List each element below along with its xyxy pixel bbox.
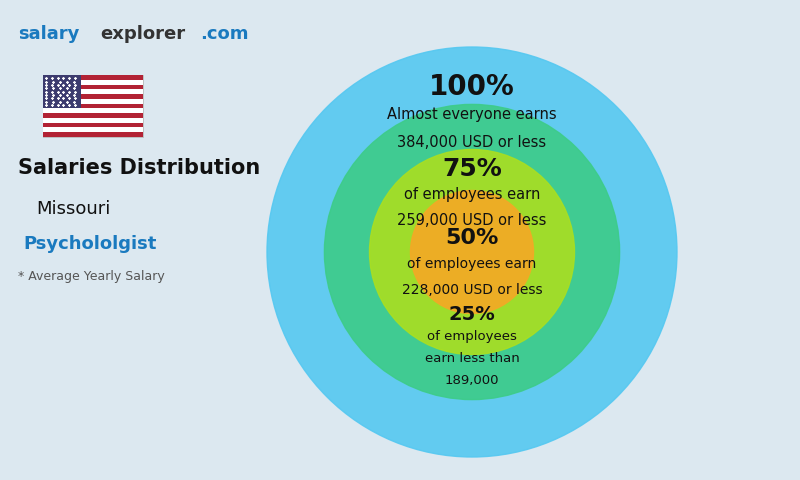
- Bar: [43, 113, 143, 118]
- Bar: [43, 123, 143, 128]
- Text: Psychololgist: Psychololgist: [23, 235, 156, 253]
- Text: 75%: 75%: [442, 156, 502, 180]
- Circle shape: [267, 47, 677, 457]
- Text: 50%: 50%: [446, 228, 498, 249]
- Text: 384,000 USD or less: 384,000 USD or less: [398, 135, 546, 150]
- Bar: [43, 89, 143, 94]
- Bar: [43, 128, 143, 132]
- Bar: [43, 94, 143, 99]
- Bar: [43, 132, 143, 137]
- Circle shape: [370, 149, 574, 355]
- Bar: [43, 118, 143, 123]
- Bar: [43, 75, 81, 108]
- Text: of employees earn: of employees earn: [407, 257, 537, 271]
- Circle shape: [410, 191, 534, 313]
- Text: Salaries Distribution: Salaries Distribution: [18, 158, 260, 178]
- Text: of employees earn: of employees earn: [404, 187, 540, 202]
- Bar: [43, 80, 143, 84]
- Text: 228,000 USD or less: 228,000 USD or less: [402, 283, 542, 298]
- Text: * Average Yearly Salary: * Average Yearly Salary: [18, 270, 165, 283]
- Text: earn less than: earn less than: [425, 352, 519, 365]
- Bar: [43, 108, 143, 113]
- Circle shape: [325, 105, 620, 399]
- Bar: [43, 75, 143, 137]
- Text: Almost everyone earns: Almost everyone earns: [387, 108, 557, 122]
- Text: Missouri: Missouri: [36, 200, 110, 218]
- Text: 189,000: 189,000: [445, 374, 499, 387]
- Text: 25%: 25%: [449, 305, 495, 324]
- Text: 100%: 100%: [429, 73, 515, 101]
- Text: salary: salary: [18, 25, 79, 43]
- Bar: [43, 75, 143, 80]
- Bar: [43, 99, 143, 104]
- Text: 259,000 USD or less: 259,000 USD or less: [398, 213, 546, 228]
- Text: explorer: explorer: [100, 25, 185, 43]
- Bar: [43, 104, 143, 108]
- Bar: [43, 84, 143, 89]
- Text: of employees: of employees: [427, 330, 517, 343]
- Text: .com: .com: [200, 25, 249, 43]
